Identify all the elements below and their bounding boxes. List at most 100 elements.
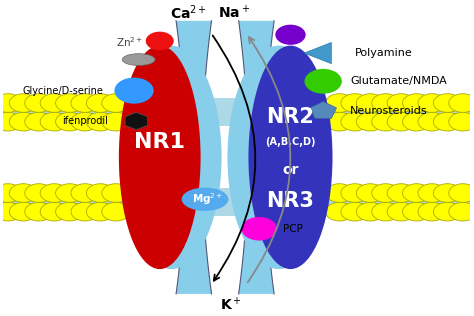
Circle shape xyxy=(433,184,461,202)
Circle shape xyxy=(114,78,154,104)
Circle shape xyxy=(25,184,53,202)
Text: Ca$^{2+}$: Ca$^{2+}$ xyxy=(170,4,206,22)
Circle shape xyxy=(102,184,130,202)
Circle shape xyxy=(0,184,22,202)
Circle shape xyxy=(9,94,37,112)
Circle shape xyxy=(372,94,400,112)
Polygon shape xyxy=(238,21,274,294)
FancyBboxPatch shape xyxy=(3,188,470,216)
Circle shape xyxy=(55,112,83,131)
Text: Neurosteroids: Neurosteroids xyxy=(350,106,428,116)
Circle shape xyxy=(25,94,53,112)
Circle shape xyxy=(341,202,369,221)
Circle shape xyxy=(86,184,114,202)
Circle shape xyxy=(341,94,369,112)
Circle shape xyxy=(71,184,99,202)
Text: Mg$^{2+}$: Mg$^{2+}$ xyxy=(192,191,223,207)
Circle shape xyxy=(0,202,22,221)
Ellipse shape xyxy=(146,32,174,50)
Circle shape xyxy=(433,202,461,221)
Circle shape xyxy=(71,202,99,221)
Circle shape xyxy=(0,112,22,131)
Circle shape xyxy=(356,112,384,131)
Circle shape xyxy=(387,184,415,202)
Circle shape xyxy=(402,94,430,112)
Circle shape xyxy=(372,184,400,202)
Polygon shape xyxy=(304,43,331,64)
Text: Na$^+$: Na$^+$ xyxy=(218,4,250,22)
Circle shape xyxy=(326,112,354,131)
Circle shape xyxy=(418,94,446,112)
Circle shape xyxy=(372,112,400,131)
Ellipse shape xyxy=(248,46,332,269)
Ellipse shape xyxy=(275,25,306,45)
Circle shape xyxy=(55,202,83,221)
Circle shape xyxy=(326,94,354,112)
Circle shape xyxy=(418,202,446,221)
Circle shape xyxy=(372,202,400,221)
Text: NR3: NR3 xyxy=(266,191,314,211)
Circle shape xyxy=(0,94,22,112)
Circle shape xyxy=(433,112,461,131)
Circle shape xyxy=(25,112,53,131)
Text: ifenprodil: ifenprodil xyxy=(63,116,109,126)
Circle shape xyxy=(40,112,68,131)
Circle shape xyxy=(86,94,114,112)
Circle shape xyxy=(341,184,369,202)
Ellipse shape xyxy=(182,188,228,211)
Circle shape xyxy=(40,202,68,221)
Circle shape xyxy=(40,94,68,112)
Text: NR2: NR2 xyxy=(266,107,314,127)
Text: (A,B,C,D): (A,B,C,D) xyxy=(265,137,316,147)
Circle shape xyxy=(341,112,369,131)
Circle shape xyxy=(449,112,474,131)
Circle shape xyxy=(326,184,354,202)
Circle shape xyxy=(241,217,277,240)
Circle shape xyxy=(9,112,37,131)
Text: Polyamine: Polyamine xyxy=(355,48,412,58)
Circle shape xyxy=(25,202,53,221)
Polygon shape xyxy=(310,101,337,118)
Ellipse shape xyxy=(121,46,222,269)
Circle shape xyxy=(449,202,474,221)
Circle shape xyxy=(356,202,384,221)
Circle shape xyxy=(402,112,430,131)
Circle shape xyxy=(86,112,114,131)
Text: or: or xyxy=(282,163,299,177)
Ellipse shape xyxy=(119,46,201,269)
Circle shape xyxy=(304,69,342,94)
Circle shape xyxy=(356,184,384,202)
Circle shape xyxy=(9,184,37,202)
Circle shape xyxy=(55,94,83,112)
Text: Glutamate/NMDA: Glutamate/NMDA xyxy=(350,76,447,86)
Circle shape xyxy=(9,202,37,221)
Circle shape xyxy=(402,202,430,221)
Circle shape xyxy=(102,94,130,112)
Text: PCP: PCP xyxy=(283,224,303,234)
Circle shape xyxy=(71,94,99,112)
Circle shape xyxy=(86,202,114,221)
Circle shape xyxy=(387,202,415,221)
Circle shape xyxy=(449,184,474,202)
Circle shape xyxy=(71,112,99,131)
Polygon shape xyxy=(125,112,148,130)
Circle shape xyxy=(102,112,130,131)
Text: NR1: NR1 xyxy=(134,132,185,152)
Circle shape xyxy=(402,184,430,202)
Ellipse shape xyxy=(122,54,155,65)
Circle shape xyxy=(40,184,68,202)
Circle shape xyxy=(418,112,446,131)
Circle shape xyxy=(102,202,130,221)
FancyBboxPatch shape xyxy=(3,98,470,126)
Polygon shape xyxy=(176,21,211,294)
Circle shape xyxy=(449,94,474,112)
Circle shape xyxy=(356,94,384,112)
Text: K$^+$: K$^+$ xyxy=(220,295,242,313)
Circle shape xyxy=(418,184,446,202)
Ellipse shape xyxy=(228,46,330,269)
Circle shape xyxy=(326,202,354,221)
Text: Zn$^{2+}$: Zn$^{2+}$ xyxy=(116,36,143,49)
Circle shape xyxy=(387,112,415,131)
Text: Glycine/D-serine: Glycine/D-serine xyxy=(23,86,104,96)
Circle shape xyxy=(55,184,83,202)
